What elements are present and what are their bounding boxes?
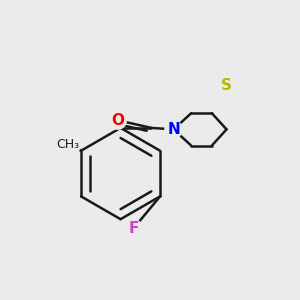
Circle shape (218, 76, 235, 94)
Text: CH₃: CH₃ (56, 138, 79, 151)
Text: O: O (111, 113, 124, 128)
Text: N: N (167, 122, 180, 137)
Text: S: S (221, 78, 232, 93)
Circle shape (165, 121, 182, 138)
Circle shape (126, 220, 142, 236)
Circle shape (55, 131, 80, 157)
Circle shape (109, 112, 126, 129)
Text: F: F (129, 220, 139, 236)
